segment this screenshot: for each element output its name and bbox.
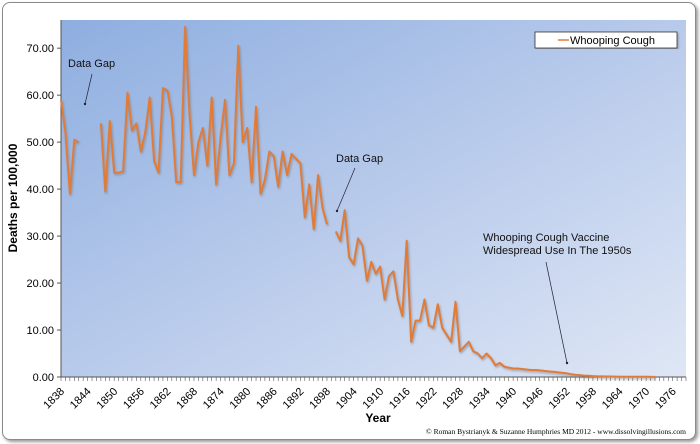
x-tick-label: 1928 [440,386,466,412]
y-tick-label: 0.00 [33,372,54,384]
x-tick-label: 1958 [573,386,599,412]
x-tick-label: 1862 [148,386,174,412]
y-tick-label: 30.00 [26,231,54,243]
series-line-segment [60,99,80,195]
x-tick-label: 1868 [174,386,200,412]
x-tick-label: 1850 [95,386,121,412]
x-tick-label: 1844 [68,386,94,412]
x-tick-label: 1886 [254,386,280,412]
series-line-segment [99,26,328,230]
x-tick-label: 1976 [653,386,679,412]
annotation-arrow [84,73,93,105]
x-axis-label: Year [365,411,391,425]
legend-label: Whooping Cough [570,35,655,47]
x-tick-label: 1874 [201,386,227,412]
x-tick-label: 1838 [41,386,67,412]
x-tick-label: 1904 [334,386,360,412]
y-axis-label: Deaths per 100,000 [6,143,20,252]
copyright: © Roman Bystrianyk & Suzanne Humphries M… [426,427,686,436]
x-tick-label: 1946 [520,386,546,412]
annotation-vaccine-line1: Whooping Cough Vaccine [483,232,609,244]
x-tick-label: 1922 [414,386,440,412]
x-tick-label: 1880 [227,386,253,412]
x-tick-label: 1964 [600,386,626,412]
annotation-arrow [545,261,568,364]
x-tick-label: 1910 [360,386,386,412]
annotation-data-gap-2: Data Gap [336,153,383,165]
annotation-data-gap-1: Data Gap [68,58,115,70]
y-tick-label: 20.00 [26,278,54,290]
x-tick-label: 1940 [493,386,519,412]
y-tick-label: 60.00 [26,90,54,102]
x-tick-label: 1892 [281,386,307,412]
y-tick-label: 50.00 [26,137,54,149]
annotation-arrow [336,167,356,212]
arrow-head-icon [335,209,339,213]
legend: Whooping Cough [534,31,678,49]
y-tick-label: 40.00 [26,184,54,196]
x-tick-label: 1916 [387,386,413,412]
arrow-head-icon [565,361,569,365]
arrow-head-icon [83,102,87,106]
x-tick-label: 1934 [467,386,493,412]
series-line-segment [334,209,655,378]
x-tick-label: 1952 [547,386,573,412]
y-tick-label: 70.00 [26,43,54,55]
x-tick-label: 1898 [307,386,333,412]
x-tick-label: 1856 [121,386,147,412]
y-tick-label: 10.00 [26,325,54,337]
annotation-vaccine-line2: Widespread Use In The 1950s [483,245,632,257]
plot-area [61,20,686,377]
x-tick-label: 1970 [626,386,652,412]
